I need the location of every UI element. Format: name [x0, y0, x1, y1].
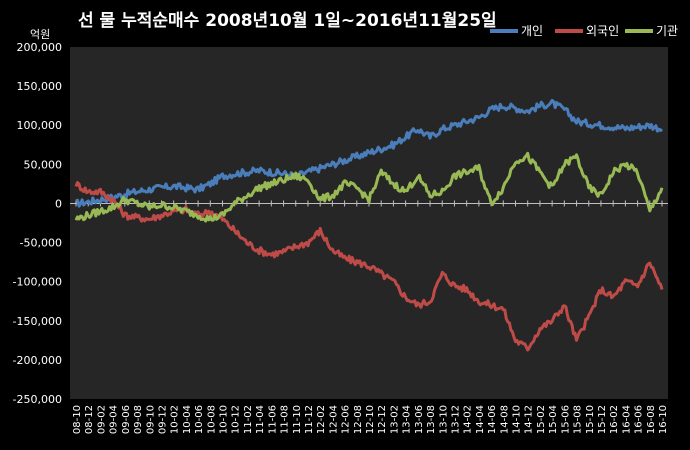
x-tick-label: 16-10: [658, 405, 669, 434]
x-tick-label: 09-10: [145, 405, 156, 434]
x-tick-label: 16-08: [646, 405, 657, 434]
x-tick-label: 14-08: [499, 405, 510, 434]
y-tick-label: 0: [55, 197, 62, 210]
chart-title: 선 물 누적순매수 2008년10월 1일~2016년11월25일: [78, 11, 497, 31]
x-tick-label: 10-06: [194, 405, 205, 434]
y-tick-label: -150,000: [13, 315, 62, 328]
x-tick-label: 10-02: [170, 405, 181, 434]
x-tick-label: 16-02: [609, 405, 620, 434]
x-tick-label: 15-04: [548, 405, 559, 434]
y-axis-unit-label: 억원: [30, 28, 50, 41]
x-tick-label: 12-06: [341, 405, 352, 434]
series-line-기관: [74, 151, 664, 223]
x-tick-label: 12-10: [365, 405, 376, 434]
x-tick-label: 09-06: [121, 405, 132, 434]
x-tick-label: 13-12: [450, 405, 461, 434]
x-tick-label: 13-06: [414, 405, 425, 434]
x-tick-label: 11-10: [292, 405, 303, 434]
x-tick-label: 11-06: [267, 405, 278, 434]
series-lines: [74, 98, 664, 352]
y-axis-ticks: 200,000 150,000 100,000 50,000 0 -50,000 -100,…: [13, 41, 62, 406]
x-tick-label: 14-04: [475, 405, 486, 434]
legend: 개인 외국인 기관: [490, 24, 678, 38]
legend-label: 개인: [521, 24, 543, 38]
series-line-외국인: [74, 181, 664, 352]
x-tick-label: 12-12: [377, 405, 388, 434]
x-tick-label: 09-08: [133, 405, 144, 434]
x-tick-label: 09-02: [96, 405, 107, 434]
x-tick-label: 14-06: [487, 405, 498, 434]
x-tick-label: 09-12: [157, 405, 168, 434]
x-tick-label: 10-04: [182, 405, 193, 434]
x-tick-label: 15-12: [597, 405, 608, 434]
legend-label: 기관: [656, 24, 678, 38]
y-tick-label: 200,000: [17, 41, 63, 54]
y-tick-label: -200,000: [13, 354, 62, 367]
x-tick-label: 11-04: [255, 405, 266, 434]
y-tick-label: 50,000: [24, 158, 63, 171]
x-tick-label: 16-06: [634, 405, 645, 434]
x-tick-label: 14-10: [512, 405, 523, 434]
plot-area-background: [70, 47, 668, 399]
x-axis-ticks: 08-10 08-12 09-02 09-04 09-06 09-08 09-10 09-12…: [72, 405, 669, 434]
x-tick-label: 10-12: [231, 405, 242, 434]
x-tick-label: 11-02: [243, 405, 254, 434]
y-tick-label: -100,000: [13, 276, 62, 289]
y-tick-label: -50,000: [20, 237, 62, 250]
x-tick-label: 12-04: [328, 405, 339, 434]
x-tick-label: 13-10: [438, 405, 449, 434]
x-tick-label: 11-12: [304, 405, 315, 434]
x-tick-label: 16-04: [621, 405, 632, 434]
x-tick-label: 15-10: [585, 405, 596, 434]
x-tick-label: 12-08: [353, 405, 364, 434]
x-tick-label: 12-02: [316, 405, 327, 434]
x-tick-label: 08-12: [84, 405, 95, 434]
x-tick-label: 15-08: [573, 405, 584, 434]
x-tick-label: 09-04: [109, 405, 120, 434]
x-tick-label: 11-08: [280, 405, 291, 434]
y-tick-label: 150,000: [17, 80, 63, 93]
legend-label: 외국인: [586, 24, 619, 38]
x-tick-label: 13-02: [389, 405, 400, 434]
x-tick-label: 10-08: [206, 405, 217, 434]
x-tick-label: 15-02: [536, 405, 547, 434]
x-tick-label: 14-02: [463, 405, 474, 434]
x-tick-label: 10-10: [219, 405, 230, 434]
x-tick-label: 13-08: [426, 405, 437, 434]
x-tick-label: 08-10: [72, 405, 83, 434]
x-tick-label: 15-06: [560, 405, 571, 434]
x-tick-label: 14-12: [524, 405, 535, 434]
series-line-개인: [75, 98, 664, 208]
y-tick-label: 100,000: [17, 119, 63, 132]
y-tick-label: -250,000: [13, 393, 62, 406]
x-tick-label: 13-04: [402, 405, 413, 434]
